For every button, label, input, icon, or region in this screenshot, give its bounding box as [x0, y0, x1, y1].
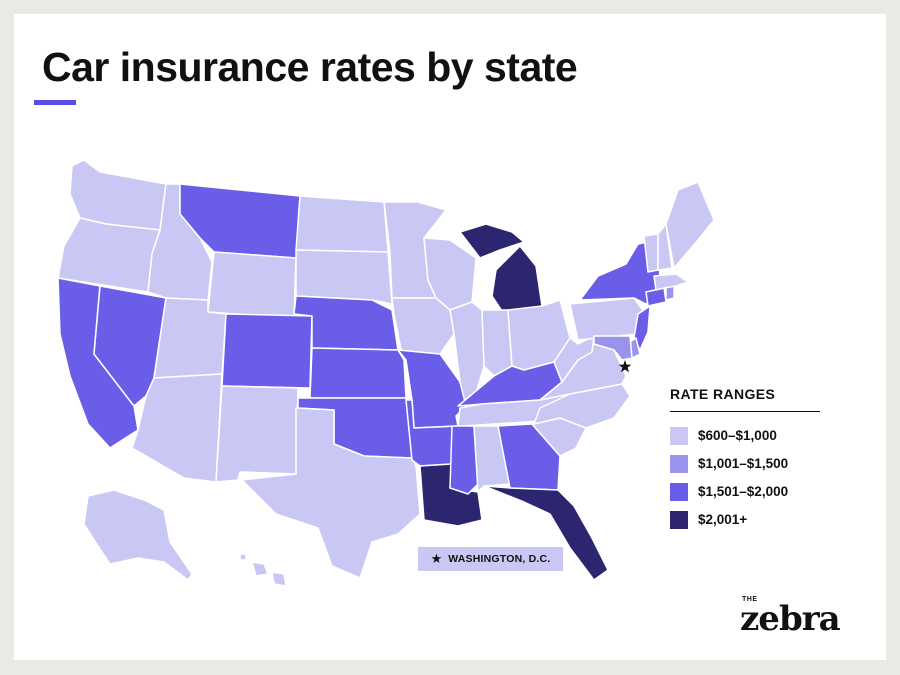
legend-label: $600–$1,000 — [698, 428, 777, 443]
state-fl — [483, 485, 609, 581]
state-pa — [569, 297, 645, 341]
state-md — [593, 335, 633, 361]
page-title: Car insurance rates by state — [42, 44, 578, 90]
state-hi — [239, 553, 287, 587]
star-icon: ★ — [430, 551, 443, 566]
state-mo — [397, 349, 469, 429]
state-nd — [295, 195, 389, 253]
legend-swatch — [670, 482, 688, 501]
state-in — [481, 309, 513, 377]
state-nh — [657, 223, 673, 271]
legend: RATE RANGES $600–$1,000 $1,001–$1,500 $1… — [670, 386, 820, 536]
legend-swatch — [670, 510, 688, 529]
state-ma — [653, 273, 689, 291]
state-wy — [207, 251, 297, 319]
legend-label: $2,001+ — [698, 512, 748, 527]
state-sd — [295, 249, 393, 305]
state-me — [665, 181, 715, 269]
state-ak — [83, 489, 193, 581]
legend-item: $2,001+ — [670, 508, 820, 531]
us-map — [57, 159, 715, 587]
dc-label: WASHINGTON, D.C. — [448, 553, 551, 565]
state-ks — [309, 347, 407, 399]
state-ms — [449, 425, 479, 495]
state-nj — [633, 305, 651, 351]
legend-item: $1,001–$1,500 — [670, 452, 820, 475]
dc-star-icon — [618, 360, 632, 373]
legend-item: $1,501–$2,000 — [670, 480, 820, 503]
title-underline — [34, 100, 76, 105]
state-nm — [215, 385, 299, 483]
legend-title: RATE RANGES — [670, 386, 820, 412]
legend-swatch — [670, 454, 688, 473]
state-ga — [497, 423, 561, 491]
legend-swatch — [670, 426, 688, 445]
dc-marker-label: ★ WASHINGTON, D.C. — [418, 547, 563, 571]
state-wv — [553, 335, 595, 383]
logo-wordmark: zebra — [740, 599, 841, 639]
infographic-card: Car insurance rates by state RATE RANGES… — [14, 14, 886, 660]
logo-small-text: THE — [742, 596, 758, 603]
state-co — [221, 313, 313, 389]
state-tx — [241, 407, 421, 579]
legend-item: $600–$1,000 — [670, 424, 820, 447]
legend-label: $1,501–$2,000 — [698, 484, 789, 499]
legend-label: $1,001–$1,500 — [698, 456, 789, 471]
